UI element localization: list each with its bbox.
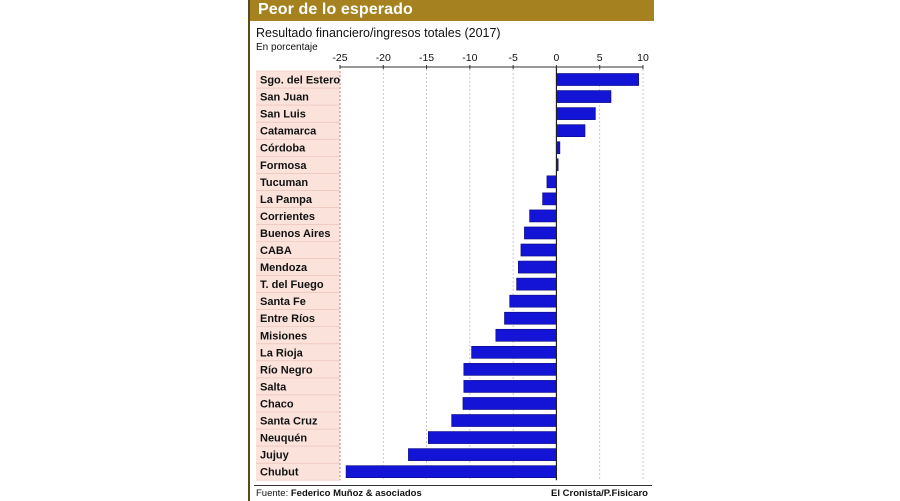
bar	[542, 192, 557, 206]
category-label: San Juan	[260, 92, 309, 104]
plot-area	[340, 71, 557, 481]
category-label: Jujuy	[260, 450, 290, 462]
category-label: Tucuman	[260, 177, 308, 189]
category-label: T. del Fuego	[260, 279, 324, 291]
unit-note: En porcentaje	[256, 42, 318, 53]
bar	[471, 345, 557, 359]
bar	[556, 107, 596, 120]
category-label: Neuquén	[260, 433, 307, 445]
bar	[504, 311, 557, 325]
x-tick-label: 5	[597, 52, 603, 64]
source-value: Federico Muñoz & asociados	[290, 488, 422, 499]
category-label: Sgo. del Estero	[260, 75, 340, 87]
category-label: La Pampa	[260, 194, 313, 206]
x-tick-label: -25	[332, 52, 347, 64]
category-label: Formosa	[260, 160, 307, 172]
category-label: San Luis	[260, 109, 306, 121]
bar	[463, 363, 557, 376]
bar	[556, 90, 612, 103]
category-label: Río Negro	[260, 364, 313, 376]
bar	[546, 175, 557, 189]
source-note: Fuente: Federico Muñoz & asociados	[256, 488, 422, 499]
bar	[345, 465, 557, 478]
chart-subtitle: Resultado financiero/ingresos totales (2…	[256, 26, 501, 40]
category-label: CABA	[260, 245, 292, 257]
bar	[516, 277, 557, 291]
category-label: Entre Ríos	[260, 313, 315, 325]
category-label: Misiones	[260, 330, 307, 342]
bar	[518, 260, 557, 274]
chart-frame: Peor de lo esperado Resultado financiero…	[248, 0, 654, 501]
bar	[556, 124, 586, 138]
bar	[463, 380, 557, 393]
category-label: Buenos Aires	[260, 228, 331, 240]
x-tick-label: -20	[376, 52, 391, 64]
category-label: Chaco	[260, 398, 294, 410]
x-tick-label: -15	[419, 52, 434, 64]
x-tick-label: -10	[462, 52, 477, 64]
x-tick-label: 10	[637, 52, 649, 64]
category-label: Salta	[260, 381, 287, 393]
category-label: Chubut	[260, 467, 299, 479]
bar	[556, 73, 639, 86]
footer-divider	[254, 485, 652, 486]
x-tick-label: 0	[554, 52, 560, 64]
category-label: Corrientes	[260, 211, 315, 223]
bar	[408, 448, 557, 461]
bar	[520, 243, 557, 257]
bar	[529, 209, 557, 223]
title-bar: Peor de lo esperado	[250, 0, 654, 21]
bar	[509, 294, 557, 308]
category-label: Mendoza	[260, 262, 308, 274]
category-label: Catamarca	[260, 126, 317, 138]
category-label: Santa Fe	[260, 296, 306, 308]
bar-chart: -25 -20 -15 -10 -5 0 5 10 Sgo. del Estero San Jua…	[256, 52, 649, 481]
bar	[462, 397, 557, 410]
category-label: Córdoba	[260, 143, 306, 155]
category-label: La Rioja	[260, 347, 304, 359]
chart-title: Peor de lo esperado	[258, 1, 413, 18]
bar	[428, 431, 557, 444]
bar	[495, 328, 557, 342]
bar	[451, 414, 557, 427]
source-label: Fuente:	[256, 488, 289, 499]
x-tick-label: -5	[508, 52, 517, 64]
category-label: Santa Cruz	[260, 416, 318, 428]
bar	[524, 226, 557, 240]
credit-note: El Cronista/P.Fisicaro	[551, 488, 648, 499]
